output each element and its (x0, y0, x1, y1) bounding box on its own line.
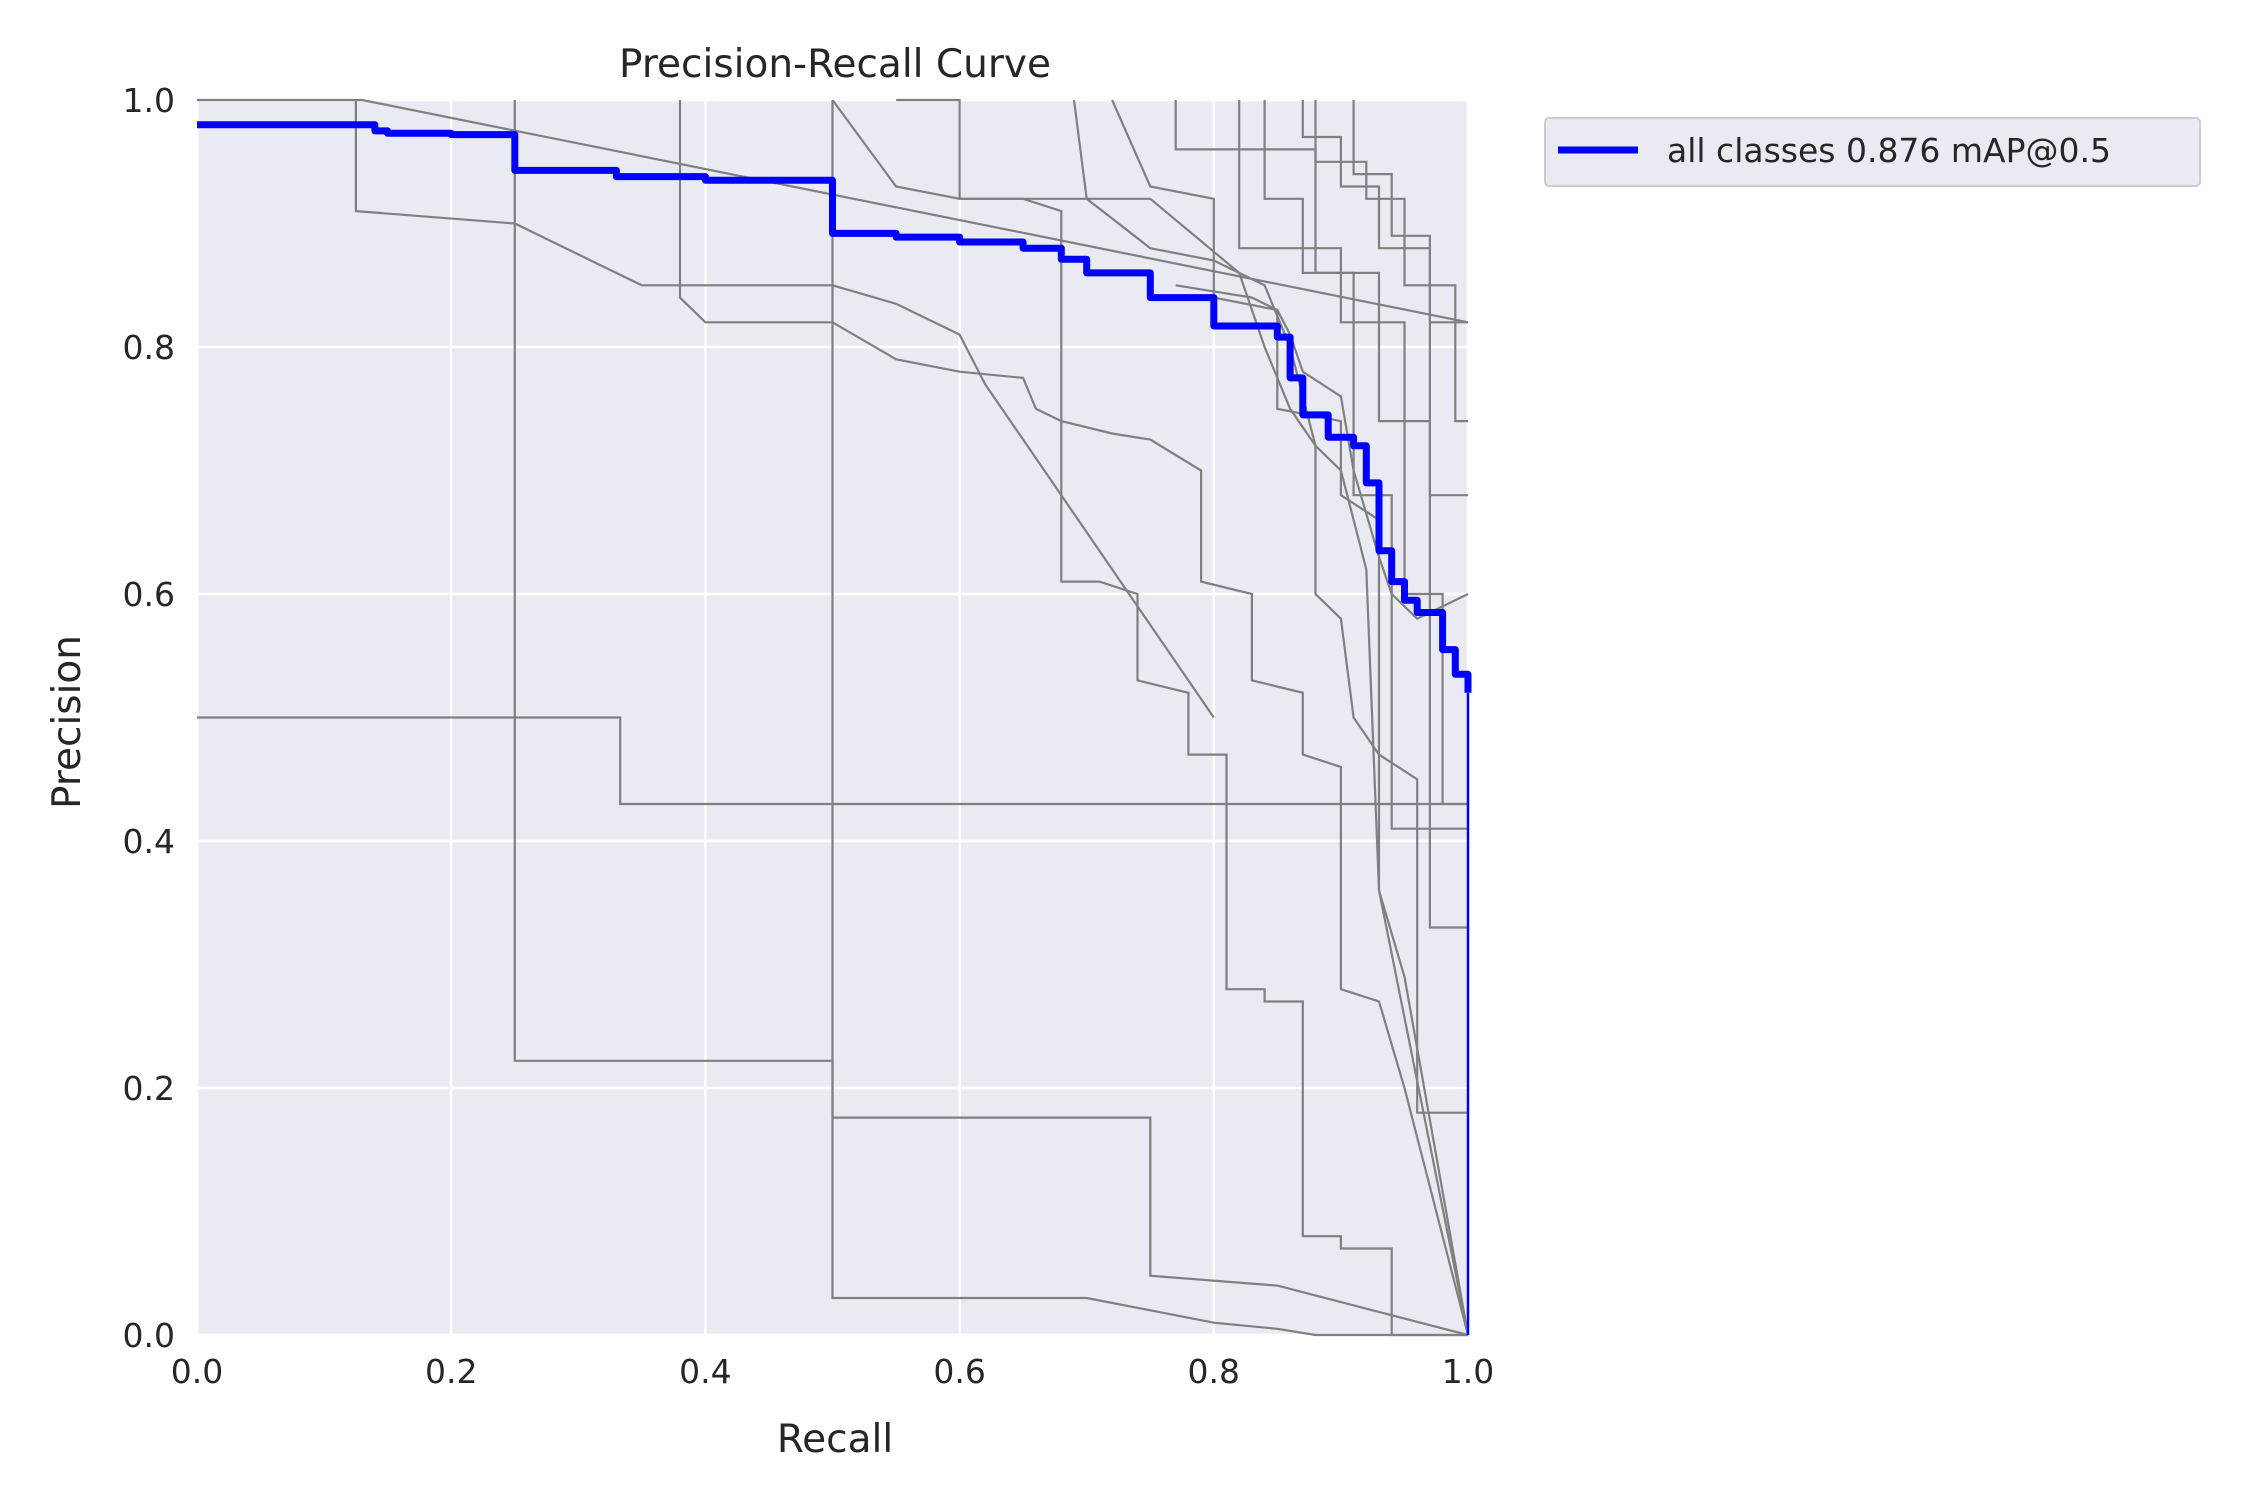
x-tick-label: 0.0 (171, 1352, 223, 1391)
y-axis-ticks: 0.0 0.2 0.4 0.6 0.8 1.0 (123, 81, 175, 1355)
chart-title: Precision-Recall Curve (619, 42, 1051, 87)
all-classes-curve-layer (197, 121, 1472, 1335)
y-tick-label: 1.0 (123, 81, 175, 120)
y-tick-label: 0.8 (123, 328, 175, 367)
class-curve (1238, 100, 1468, 806)
class-curves (197, 98, 1470, 1337)
class-curve (678, 100, 1470, 1336)
x-axis-title: Recall (777, 1417, 893, 1462)
legend-label-all-classes: all classes 0.876 mAP@0.5 (1667, 131, 2111, 170)
y-axis-title: Precision (45, 635, 90, 809)
x-tick-label: 1.0 (1442, 1352, 1494, 1391)
x-axis-ticks: 0.0 0.2 0.4 0.6 0.8 1.0 (171, 1352, 1494, 1391)
class-curve (1263, 100, 1468, 830)
class-curve (197, 716, 1468, 806)
legend-frame (1544, 117, 2201, 187)
class-curve (1174, 100, 1468, 929)
y-tick-label: 0.0 (123, 1316, 175, 1355)
y-tick-label: 0.4 (123, 822, 175, 861)
class-curve (831, 100, 1468, 1337)
y-tick-label: 0.2 (123, 1069, 175, 1108)
class-curve (1111, 99, 1468, 1114)
class-curve (1314, 100, 1468, 423)
class-curve (831, 99, 1468, 1337)
legend: all classes 0.876 mAP@0.5 (1544, 117, 2201, 187)
x-tick-label: 0.4 (679, 1352, 731, 1391)
x-tick-label: 0.2 (425, 1352, 477, 1391)
class-curve (513, 100, 1469, 1337)
x-tick-label: 0.6 (933, 1352, 985, 1391)
class-curve (1352, 100, 1468, 324)
y-tick-label: 0.6 (123, 575, 175, 614)
all-classes-curve (197, 121, 1472, 693)
x-tick-label: 0.8 (1188, 1352, 1240, 1391)
class-curve (1175, 284, 1469, 621)
class-curve (1072, 99, 1470, 1336)
